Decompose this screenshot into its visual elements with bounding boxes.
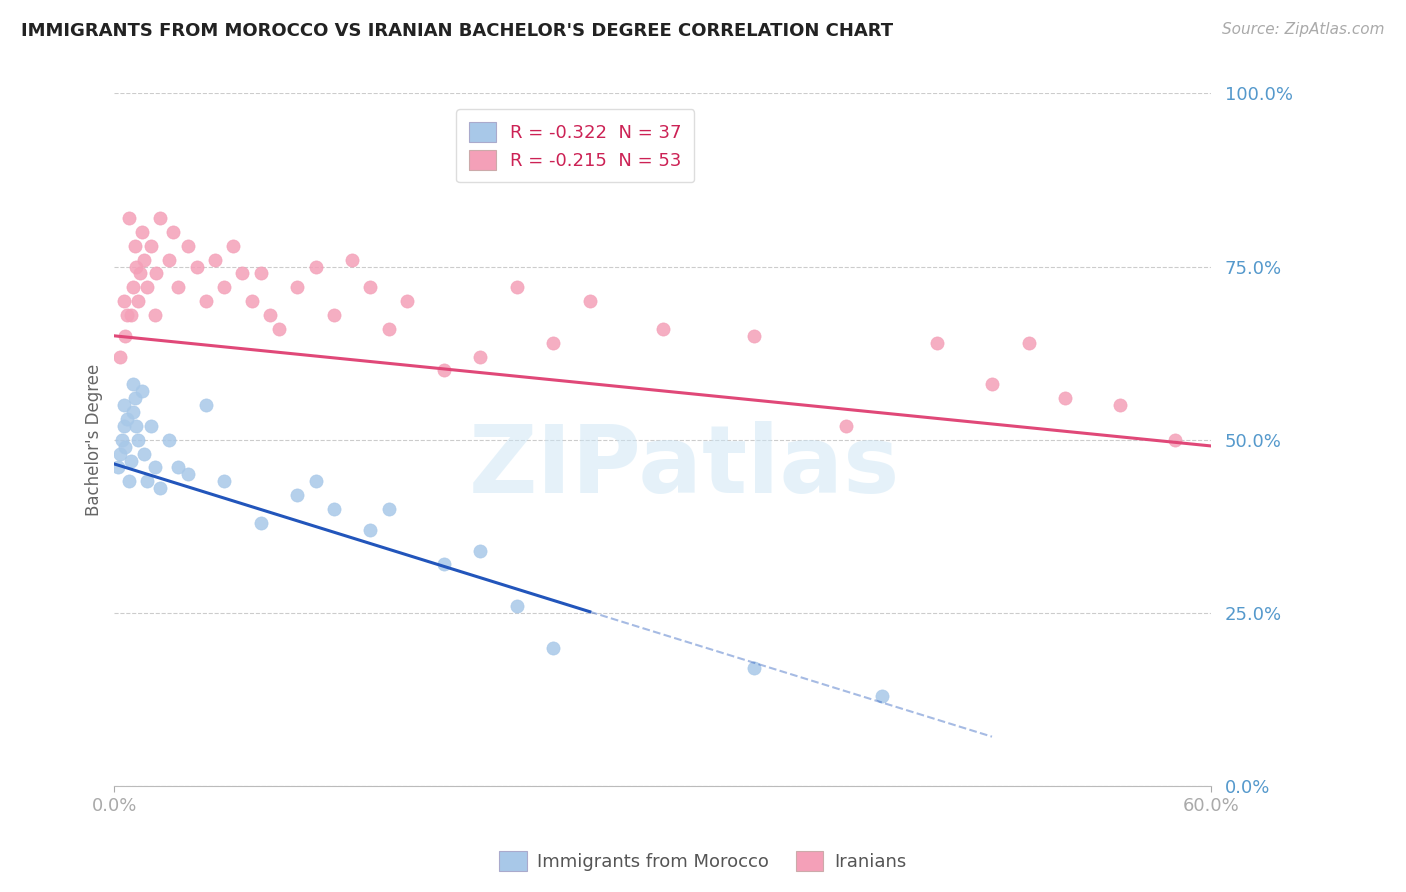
Point xyxy=(115,412,138,426)
Point xyxy=(136,475,159,489)
Point xyxy=(143,308,166,322)
Point xyxy=(167,280,190,294)
Point xyxy=(139,418,162,433)
Point xyxy=(231,267,253,281)
Point xyxy=(285,488,308,502)
Point xyxy=(1018,335,1040,350)
Point xyxy=(149,481,172,495)
Point xyxy=(742,661,765,675)
Point xyxy=(927,335,949,350)
Point xyxy=(249,267,271,281)
Point xyxy=(121,377,143,392)
Point xyxy=(222,239,245,253)
Point xyxy=(1054,391,1077,405)
Point xyxy=(176,467,198,482)
Point xyxy=(340,252,363,267)
Point xyxy=(304,475,326,489)
Point xyxy=(132,252,155,267)
Point xyxy=(204,252,226,267)
Point xyxy=(240,294,263,309)
Point xyxy=(541,640,564,655)
Point xyxy=(359,523,381,537)
Point xyxy=(118,211,141,225)
Point xyxy=(127,294,149,309)
Point xyxy=(212,280,235,294)
Point xyxy=(742,328,765,343)
Point xyxy=(377,322,399,336)
Point xyxy=(108,447,131,461)
Point xyxy=(124,239,146,253)
Point xyxy=(125,418,148,433)
Point xyxy=(139,239,162,253)
Point xyxy=(121,405,143,419)
Point xyxy=(114,328,136,343)
Point xyxy=(120,308,142,322)
Point xyxy=(259,308,281,322)
Point xyxy=(112,418,135,433)
Point xyxy=(1109,398,1132,412)
Point xyxy=(835,418,858,433)
Point xyxy=(111,433,134,447)
Point xyxy=(131,384,153,399)
Text: ZIPatlas: ZIPatlas xyxy=(470,421,900,514)
Y-axis label: Bachelor's Degree: Bachelor's Degree xyxy=(86,364,103,516)
Point xyxy=(124,391,146,405)
Point xyxy=(157,433,180,447)
Point xyxy=(157,252,180,267)
Point xyxy=(194,398,217,412)
Point xyxy=(107,460,129,475)
Point xyxy=(578,294,600,309)
Point xyxy=(267,322,290,336)
Point xyxy=(304,260,326,274)
Point xyxy=(249,516,271,530)
Point xyxy=(872,689,894,703)
Point xyxy=(541,335,564,350)
Point xyxy=(194,294,217,309)
Point xyxy=(468,350,491,364)
Point xyxy=(505,280,527,294)
Point xyxy=(468,543,491,558)
Point xyxy=(108,350,131,364)
Point xyxy=(145,267,167,281)
Point xyxy=(132,447,155,461)
Point xyxy=(162,225,184,239)
Point xyxy=(432,363,454,377)
Point xyxy=(1164,433,1187,447)
Point xyxy=(143,460,166,475)
Point xyxy=(118,475,141,489)
Point xyxy=(114,440,136,454)
Point xyxy=(167,460,190,475)
Point xyxy=(359,280,381,294)
Point xyxy=(212,475,235,489)
Point xyxy=(322,502,344,516)
Point xyxy=(120,453,142,467)
Text: Source: ZipAtlas.com: Source: ZipAtlas.com xyxy=(1222,22,1385,37)
Point xyxy=(129,267,152,281)
Point xyxy=(395,294,418,309)
Point xyxy=(149,211,172,225)
Point xyxy=(127,433,149,447)
Point xyxy=(115,308,138,322)
Point xyxy=(432,558,454,572)
Legend: Immigrants from Morocco, Iranians: Immigrants from Morocco, Iranians xyxy=(492,844,914,879)
Point xyxy=(377,502,399,516)
Point xyxy=(186,260,208,274)
Point xyxy=(981,377,1004,392)
Point xyxy=(176,239,198,253)
Point xyxy=(322,308,344,322)
Point xyxy=(651,322,673,336)
Point xyxy=(112,398,135,412)
Point xyxy=(505,599,527,613)
Point xyxy=(125,260,148,274)
Legend: R = -0.322  N = 37, R = -0.215  N = 53: R = -0.322 N = 37, R = -0.215 N = 53 xyxy=(456,110,695,183)
Text: IMMIGRANTS FROM MOROCCO VS IRANIAN BACHELOR'S DEGREE CORRELATION CHART: IMMIGRANTS FROM MOROCCO VS IRANIAN BACHE… xyxy=(21,22,893,40)
Point xyxy=(136,280,159,294)
Point xyxy=(131,225,153,239)
Point xyxy=(285,280,308,294)
Point xyxy=(121,280,143,294)
Point xyxy=(112,294,135,309)
